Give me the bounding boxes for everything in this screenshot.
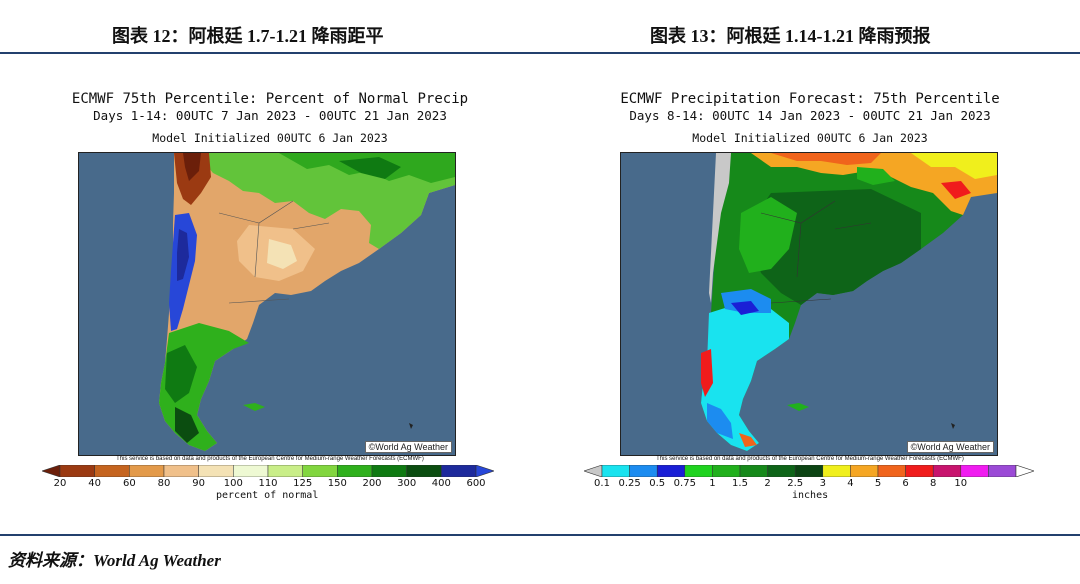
colorbar-tick-label: 110 [258, 478, 278, 489]
map-date-range: Days 1-14: 00UTC 7 Jan 2023 - 00UTC 21 J… [93, 108, 447, 123]
colorbar-tick-label: 0.1 [594, 478, 610, 489]
figure-12-title: 图表 12：阿根廷 1.7-1.21 降雨距平 [112, 26, 384, 46]
colorbar-segment [302, 465, 338, 477]
colorbar-unit-label: inches [792, 490, 829, 501]
precip-percent-map-graphic [79, 153, 455, 455]
model-init-label: Model Initialized 00UTC 6 Jan 2023 [152, 131, 388, 145]
colorbar-segment [988, 465, 1017, 477]
map-credit: ©World Ag Weather [906, 441, 994, 453]
colorbar-segment [905, 465, 934, 477]
colorbar-segment [198, 465, 234, 477]
colorbar-tick-label: 300 [397, 478, 417, 489]
colorbar-segment [712, 465, 741, 477]
colorbar-unit-label: percent of normal [216, 490, 319, 501]
colorbar-segment [932, 465, 962, 477]
colorbar-ticks: 0.1 0.25 0.5 0.75 1 1.5 2 2.5 3 4 5 6 8 10 [584, 478, 1034, 490]
colorbar-tick-label: 20 [53, 478, 67, 489]
colorbar-tick-label: 5 [874, 478, 882, 489]
colorbar-segment [822, 465, 851, 477]
colorbar-tick-label: 100 [223, 478, 243, 489]
colorbar-tick-label: 4 [847, 478, 854, 489]
colorbar-segment [267, 465, 303, 477]
colorbar-segment [59, 465, 95, 477]
precip-percent-map: ©World Ag Weather [78, 152, 456, 456]
panel-percent-of-normal: ECMWF 75th Percentile: Percent of Normal… [0, 54, 540, 532]
ecmwf-notice: This service is based on data and produc… [116, 456, 424, 462]
colorbar-segment [767, 465, 796, 477]
map-date-range: Days 8-14: 00UTC 14 Jan 2023 - 00UTC 21 … [629, 108, 991, 123]
colorbar-tick-label: 40 [88, 478, 102, 489]
colorbar-over-triangle [475, 465, 494, 477]
colorbar-tick-label: 80 [157, 478, 171, 489]
colorbar-tick-label: 2 [764, 478, 771, 489]
colorbar-tick-label: 60 [122, 478, 136, 489]
colorbar-tick-label: 1 [709, 478, 716, 489]
map-credit: ©World Ag Weather [364, 441, 452, 453]
source-note: 资料来源：World Ag Weather [8, 551, 221, 570]
colorbar-tick-label: 10 [954, 478, 968, 489]
colorbar-segment [441, 465, 477, 477]
ecmwf-notice: This service is based on data and produc… [656, 456, 964, 462]
colorbar-tick-label: 6 [902, 478, 909, 489]
colorbar-tick-label: 125 [293, 478, 313, 489]
top-divider [0, 52, 1080, 54]
colorbar-tick-label: 2.5 [787, 478, 804, 489]
colorbar-segment [129, 465, 165, 477]
colorbar-segment [794, 465, 824, 477]
colorbar-tick-label: 90 [192, 478, 206, 489]
colorbar-tick-label: 8 [930, 478, 937, 489]
panel-precip-forecast: ECMWF Precipitation Forecast: 75th Perce… [540, 54, 1080, 532]
colorbar-segment [960, 465, 989, 477]
colorbar-under-triangle [584, 465, 603, 477]
bottom-divider [0, 534, 1080, 536]
colorbar-segment [371, 465, 407, 477]
colorbar-inches [584, 465, 1034, 477]
colorbar-segment [233, 465, 269, 477]
colorbar-segment [877, 465, 906, 477]
colorbar-segment [629, 465, 658, 477]
colorbar-segment [684, 465, 713, 477]
colorbar-segment [406, 465, 442, 477]
colorbar-segment [163, 465, 199, 477]
colorbar-tick-label: 3 [819, 478, 826, 489]
colorbar-ticks: 20 40 60 80 90 100 110 125 150 200 300 400 600 [42, 478, 494, 490]
colorbar-tick-label: 200 [362, 478, 382, 489]
colorbar-tick-label: 0.75 [673, 478, 696, 489]
map-title: ECMWF Precipitation Forecast: 75th Perce… [620, 91, 1000, 107]
precip-forecast-map: ©World Ag Weather [620, 152, 998, 456]
colorbar-segment [601, 465, 630, 477]
colorbar-tick-label: 1.5 [732, 478, 748, 489]
colorbar-segment [656, 465, 686, 477]
precip-forecast-map-graphic [621, 153, 997, 455]
colorbar-segment [739, 465, 768, 477]
colorbar-percent [42, 465, 494, 477]
figure-13-title: 图表 13：阿根廷 1.14-1.21 降雨预报 [650, 26, 931, 46]
map-title: ECMWF 75th Percentile: Percent of Normal… [71, 91, 469, 107]
colorbar-tick-label: 400 [431, 478, 451, 489]
model-init-label: Model Initialized 00UTC 6 Jan 2023 [692, 131, 928, 145]
colorbar-over-triangle [1015, 465, 1034, 477]
colorbar-under-triangle [42, 465, 61, 477]
colorbar-tick-label: 0.5 [649, 478, 666, 489]
colorbar-segment [94, 465, 130, 477]
colorbar-tick-label: 150 [327, 478, 347, 489]
colorbar-segment [850, 465, 879, 477]
colorbar-tick-label: 0.25 [618, 478, 641, 489]
colorbar-tick-label: 600 [466, 478, 486, 489]
colorbar-segment [337, 465, 373, 477]
